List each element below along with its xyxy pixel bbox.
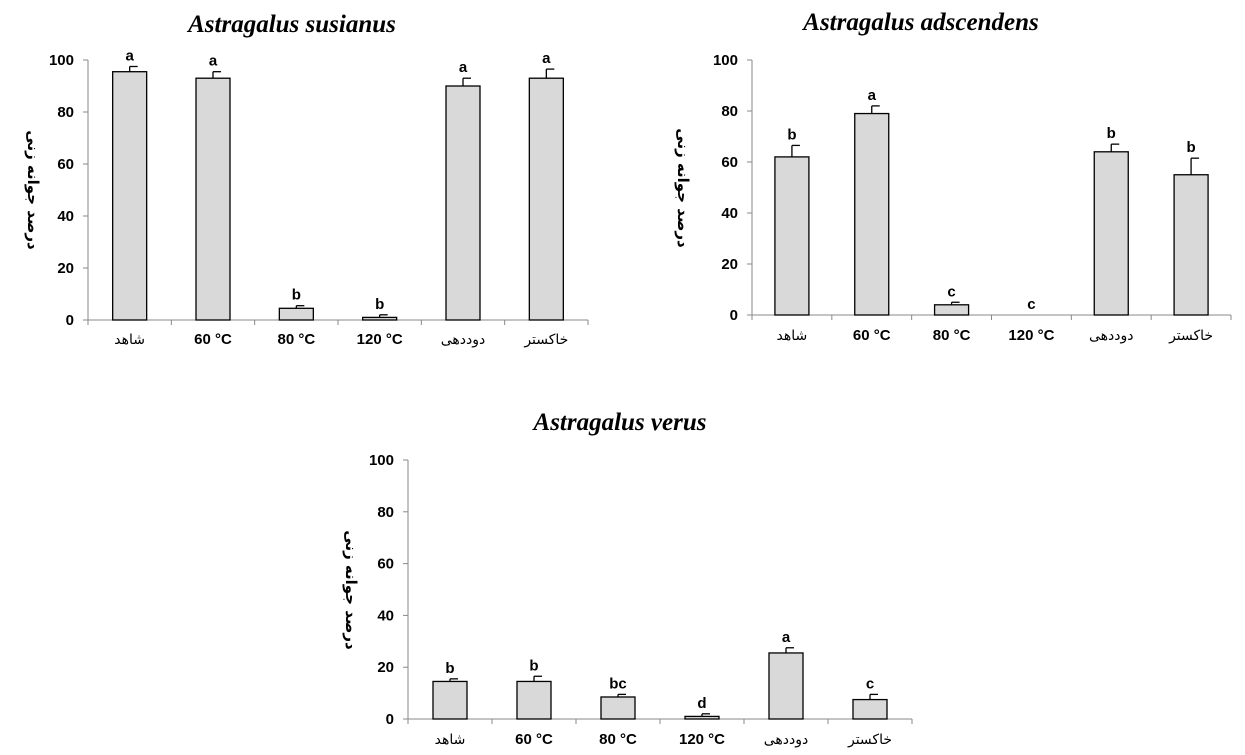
y-tick-label: 100 [49, 52, 74, 69]
y-tick-label: 0 [386, 711, 394, 728]
x-category-label: 120 °C [679, 731, 725, 748]
x-category-label: خاکستر [847, 732, 892, 748]
x-category-label: دوددهی [441, 332, 486, 348]
y-tick-label: 0 [730, 307, 738, 324]
x-category-label: 60 °C [853, 327, 891, 344]
y-tick-label: 80 [721, 103, 738, 120]
y-axis-label: درصد جوانه زنی [24, 130, 42, 250]
x-category-label: 60 °C [515, 731, 553, 748]
y-tick-label: 20 [377, 659, 394, 676]
chart-astragalus-susianus: Astragalus susianus درصد جوانه زنی 0 20 40… [24, 11, 589, 348]
bar [362, 316, 398, 321]
x-category-label: 80 °C [599, 731, 637, 748]
y-axis-label: درصد جوانه زنی [674, 128, 692, 248]
significance-letter: c [947, 283, 955, 300]
bar [854, 112, 890, 316]
bar [112, 71, 148, 321]
significance-letter: a [209, 53, 218, 70]
significance-letter: b [787, 126, 796, 143]
bar [933, 304, 970, 316]
bar [445, 85, 481, 321]
y-tick-label: 100 [713, 52, 738, 69]
significance-letter: b [1186, 139, 1195, 156]
y-tick-label: 40 [721, 205, 738, 222]
x-category-label: شاهد [114, 332, 145, 348]
bar [195, 77, 231, 321]
bar [528, 77, 564, 321]
y-tick-label: 0 [66, 312, 74, 329]
bar [278, 307, 314, 321]
significance-letter: b [1107, 125, 1116, 142]
y-tick-label: 60 [721, 154, 738, 171]
x-category-label: خاکستر [523, 332, 568, 348]
significance-letter: b [529, 657, 538, 674]
significance-letter: b [445, 660, 454, 677]
significance-letter: bc [609, 675, 627, 692]
y-tick-label: 100 [369, 452, 394, 469]
bar [432, 680, 468, 720]
y-tick-label: 80 [377, 504, 394, 521]
y-tick-label: 80 [57, 104, 74, 121]
x-category-label: 60 °C [194, 331, 232, 348]
bar [1093, 151, 1129, 316]
x-category-label: دوددهی [1089, 328, 1134, 344]
y-tick-label: 60 [377, 556, 394, 573]
bar [1173, 174, 1209, 316]
x-category-label: 80 °C [277, 331, 315, 348]
x-category-label: 80 °C [933, 327, 971, 344]
x-category-label: دوددهی [764, 732, 809, 748]
x-category-label: شاهد [435, 732, 466, 748]
chart-title: Astragalus adscendens [801, 9, 1038, 36]
y-tick-label: 40 [57, 208, 74, 225]
significance-letter: c [1027, 296, 1035, 313]
chart-title: Astragalus susianus [186, 11, 396, 38]
significance-letter: a [542, 50, 551, 67]
bar [600, 696, 636, 720]
significance-letter: d [697, 695, 706, 712]
bar [684, 715, 720, 720]
significance-letter: c [866, 675, 874, 692]
x-category-label: 120 °C [1008, 327, 1054, 344]
bar [774, 156, 810, 316]
y-tick-label: 40 [377, 607, 394, 624]
significance-letter: a [868, 87, 877, 104]
x-category-label: 120 °C [357, 331, 403, 348]
x-category-label: خاکستر [1168, 328, 1213, 344]
chart-title: Astragalus verus [532, 409, 707, 436]
x-category-label: شاهد [777, 328, 808, 344]
chart-astragalus-verus: Astragalus verus درصد جوانه زنی 0 20 40 60 8… [342, 409, 913, 748]
bar [852, 698, 888, 720]
y-tick-label: 20 [57, 260, 74, 277]
chart-astragalus-adscendens: Astragalus adscendens درصد جوانه زنی 0 20… [674, 9, 1232, 344]
bar [768, 652, 804, 720]
bar [516, 680, 552, 720]
y-tick-label: 20 [721, 256, 738, 273]
significance-letter: a [782, 629, 791, 646]
y-tick-label: 60 [57, 156, 74, 173]
significance-letter: b [292, 287, 301, 304]
significance-letter: a [125, 48, 134, 65]
y-axis-label: درصد جوانه زنی [342, 530, 360, 650]
significance-letter: a [459, 59, 468, 76]
significance-letter: b [375, 296, 384, 313]
